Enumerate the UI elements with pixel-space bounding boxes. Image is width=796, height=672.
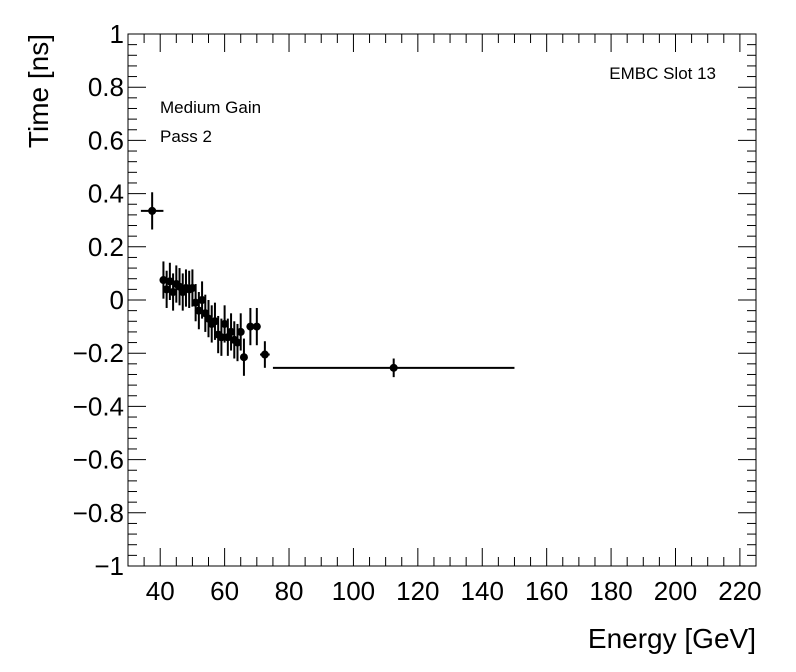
marker bbox=[210, 317, 219, 326]
marker bbox=[198, 296, 207, 304]
marker bbox=[217, 333, 226, 342]
axis-ticks bbox=[127, 33, 757, 567]
x-tick-label: 120 bbox=[396, 576, 439, 606]
y-tick-label: −0.6 bbox=[73, 445, 124, 475]
y-tick-label: −1 bbox=[94, 551, 124, 581]
y-tick-label: 0.2 bbox=[88, 232, 124, 262]
marker bbox=[194, 306, 203, 315]
data-point bbox=[239, 338, 248, 376]
x-tick-label: 60 bbox=[210, 576, 239, 606]
marker bbox=[162, 285, 171, 294]
marker bbox=[236, 327, 245, 336]
data-point bbox=[140, 192, 164, 230]
x-tick-label: 220 bbox=[718, 576, 761, 606]
marker bbox=[233, 338, 242, 347]
data-point bbox=[162, 270, 171, 308]
y-tick-label: 0.6 bbox=[88, 125, 124, 155]
tick-labels: 40 60 80 100 120 140 160 180 200 220 −1 −0.8 −0.6 −0.… bbox=[73, 19, 762, 606]
marker bbox=[220, 319, 229, 328]
marker bbox=[252, 322, 261, 331]
y-tick-label: −0.4 bbox=[73, 391, 124, 421]
x-tick-label: 180 bbox=[589, 576, 632, 606]
annotation-pass: Pass 2 bbox=[160, 127, 212, 146]
y-axis-title: Time [ns] bbox=[23, 34, 54, 148]
data-point bbox=[227, 313, 236, 351]
x-tick-label: 160 bbox=[525, 576, 568, 606]
data-point bbox=[236, 313, 245, 351]
x-tick-label: 40 bbox=[146, 576, 175, 606]
marker bbox=[227, 327, 236, 336]
x-tick-label: 140 bbox=[461, 576, 504, 606]
marker bbox=[260, 350, 269, 359]
x-tick-label: 80 bbox=[275, 576, 304, 606]
marker bbox=[246, 322, 255, 331]
data-point bbox=[246, 307, 255, 346]
marker bbox=[159, 276, 168, 285]
data-point bbox=[204, 300, 213, 338]
data-points bbox=[140, 192, 515, 378]
marker bbox=[188, 284, 197, 293]
marker bbox=[389, 363, 398, 372]
annotation-gain: Medium Gain bbox=[160, 98, 261, 117]
y-tick-label: 0 bbox=[110, 285, 124, 315]
y-tick-label: −0.2 bbox=[73, 338, 124, 368]
marker bbox=[148, 206, 157, 215]
marker bbox=[165, 277, 174, 286]
data-point bbox=[272, 358, 515, 378]
y-tick-label: −0.8 bbox=[73, 498, 124, 528]
x-axis-title: Energy [GeV] bbox=[588, 623, 756, 654]
y-tick-label: 0.4 bbox=[88, 179, 124, 209]
data-point bbox=[252, 307, 261, 346]
marker bbox=[169, 288, 178, 297]
annotation-slot: EMBC Slot 13 bbox=[609, 64, 716, 83]
marker bbox=[239, 353, 248, 362]
y-tick-label: 0.8 bbox=[88, 72, 124, 102]
y-tick-label: 1 bbox=[110, 19, 124, 49]
marker bbox=[191, 298, 200, 307]
data-point bbox=[260, 341, 270, 368]
x-tick-label: 100 bbox=[332, 576, 375, 606]
data-point bbox=[169, 273, 178, 311]
data-point bbox=[159, 261, 168, 299]
data-point bbox=[191, 284, 200, 322]
x-tick-label: 200 bbox=[654, 576, 697, 606]
